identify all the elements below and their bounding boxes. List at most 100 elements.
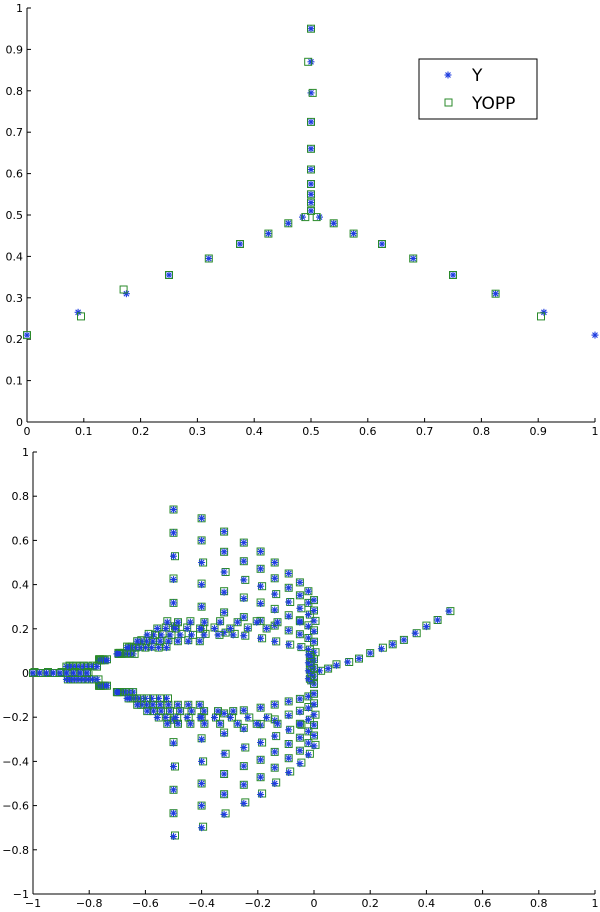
point-y xyxy=(170,552,177,560)
point-y xyxy=(344,658,352,666)
point-y xyxy=(196,701,204,709)
point-yopp xyxy=(204,254,213,263)
point-y xyxy=(274,618,281,626)
point-y xyxy=(434,616,442,624)
point-y xyxy=(307,118,315,126)
y-tick-label: 0.3 xyxy=(6,292,24,305)
point-y xyxy=(310,690,318,698)
point-y xyxy=(310,607,318,614)
point-y xyxy=(307,145,315,153)
point-y xyxy=(307,89,315,97)
point-y xyxy=(240,539,248,547)
y-tick-label: −0.6 xyxy=(2,800,29,813)
y-tick-label: 0.4 xyxy=(6,250,24,263)
point-y xyxy=(257,756,265,764)
point-y xyxy=(220,608,228,616)
point-y xyxy=(236,240,244,248)
point-y xyxy=(240,725,248,733)
point-y xyxy=(285,598,293,606)
point-y xyxy=(304,587,312,595)
point-y xyxy=(220,709,228,717)
ticks-bottom: −1 −0.8 −0.6 −0.4 −0.2 0 0.2 0.4 0.6 0.8 1 −1 −0.8 −0… xyxy=(2,446,598,910)
point-y xyxy=(170,506,177,513)
point-y xyxy=(296,578,304,586)
point-y xyxy=(296,734,304,742)
y-tick-label: 0.8 xyxy=(6,85,24,98)
y-tick-label: 0.7 xyxy=(6,126,24,139)
x-tick-label: −0.2 xyxy=(244,897,271,910)
point-yopp xyxy=(199,822,208,831)
point-y xyxy=(113,650,121,658)
point-y xyxy=(200,707,208,715)
point-y xyxy=(166,631,174,639)
legend-marker-yopp xyxy=(444,98,453,107)
point-y xyxy=(136,644,144,652)
point-y xyxy=(271,606,279,614)
point-y xyxy=(296,604,304,612)
point-yopp xyxy=(286,767,295,776)
point-y xyxy=(253,618,261,626)
point-y xyxy=(244,625,252,632)
point-y xyxy=(153,625,161,632)
point-y xyxy=(76,669,84,677)
point-y xyxy=(198,603,206,611)
point-y xyxy=(156,637,164,645)
point-y xyxy=(271,637,279,645)
point-y xyxy=(163,720,171,728)
legend-box xyxy=(418,58,538,120)
point-y xyxy=(296,618,304,626)
point-y xyxy=(240,576,248,584)
point-y xyxy=(23,331,31,339)
x-tick-label: 1 xyxy=(592,897,599,910)
legend: Y YOPP xyxy=(418,58,538,120)
point-y xyxy=(264,230,272,238)
point-y xyxy=(310,721,318,729)
point-y xyxy=(299,213,306,221)
point-y xyxy=(310,627,318,635)
point-y xyxy=(83,669,91,677)
legend-label-yopp: YOPP xyxy=(471,94,515,114)
point-y xyxy=(184,637,192,645)
point-y xyxy=(198,802,206,810)
point-y xyxy=(271,748,279,756)
point-y xyxy=(220,548,228,556)
point-yopp xyxy=(378,643,387,652)
point-y xyxy=(170,809,177,817)
point-y xyxy=(540,308,548,316)
point-y xyxy=(63,669,71,677)
point-yopp xyxy=(349,229,358,238)
point-y xyxy=(304,704,312,712)
point-y xyxy=(271,764,279,772)
point-y xyxy=(133,701,141,709)
point-y xyxy=(188,707,195,715)
point-yopp xyxy=(241,798,250,807)
point-yopp xyxy=(201,629,210,638)
point-yopp xyxy=(77,312,85,321)
point-y xyxy=(449,271,457,279)
point-y xyxy=(285,697,293,705)
point-y xyxy=(253,720,261,728)
point-y xyxy=(409,255,417,262)
point-y xyxy=(271,590,279,598)
point-y xyxy=(492,290,500,298)
point-y xyxy=(198,581,206,589)
point-y xyxy=(143,707,151,715)
point-y xyxy=(220,629,228,637)
x-tick-label: −0.6 xyxy=(132,897,159,910)
point-y xyxy=(285,754,293,762)
point-y xyxy=(29,669,37,677)
point-y xyxy=(411,629,419,637)
point-y xyxy=(296,720,304,728)
point-y xyxy=(220,730,228,738)
point-y xyxy=(103,656,111,664)
point-y xyxy=(355,655,363,663)
point-yopp xyxy=(230,629,239,638)
point-y xyxy=(74,308,82,316)
point-y xyxy=(296,708,304,716)
point-y xyxy=(257,634,265,642)
point-y xyxy=(196,625,204,632)
point-y xyxy=(200,720,208,728)
point-y xyxy=(296,695,304,703)
point-yopp xyxy=(311,740,320,749)
point-y xyxy=(229,707,237,715)
